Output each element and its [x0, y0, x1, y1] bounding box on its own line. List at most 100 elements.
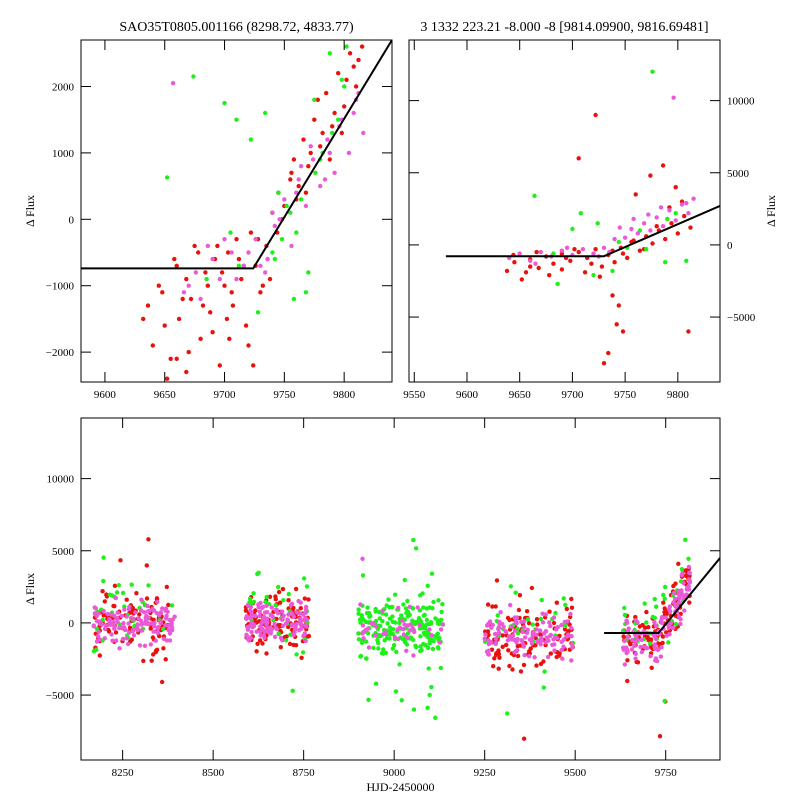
green-data-point: [359, 640, 365, 645]
red-data-point: [236, 256, 242, 262]
magenta-data-point: [251, 622, 257, 627]
magenta-data-point: [671, 590, 677, 596]
y-tick-label: −5000: [46, 690, 75, 702]
magenta-data-point: [486, 641, 492, 647]
red-data-point: [215, 243, 220, 249]
magenta-data-point: [404, 648, 409, 653]
green-data-point: [562, 623, 568, 629]
magenta-data-point: [258, 263, 263, 268]
magenta-data-point: [559, 622, 564, 628]
red-data-point: [111, 603, 116, 609]
green-data-point: [422, 632, 427, 637]
magenta-data-point: [601, 245, 607, 250]
green-data-point: [563, 602, 568, 608]
green-data-point: [666, 640, 671, 645]
magenta-data-point: [506, 634, 512, 639]
red-data-point: [648, 173, 653, 178]
magenta-data-point: [304, 617, 309, 622]
red-data-point: [248, 230, 254, 235]
magenta-series: [91, 556, 693, 667]
red-data-point: [188, 296, 194, 302]
red-data-point: [289, 170, 294, 175]
red-data-point: [157, 633, 162, 639]
green-data-point: [164, 175, 170, 180]
magenta-data-point: [114, 638, 119, 643]
red-data-point: [101, 613, 106, 618]
red-data-point: [547, 609, 552, 614]
red-data-point: [534, 663, 539, 668]
y-tick-label: −5000: [727, 312, 756, 324]
red-data-point: [496, 666, 501, 671]
x-tick-label: 9750: [614, 389, 637, 401]
red-data-point: [518, 669, 524, 674]
magenta-data-point: [289, 601, 295, 607]
red-data-point: [536, 265, 541, 271]
magenta-data-point: [407, 604, 412, 609]
red-data-point: [645, 635, 650, 641]
magenta-data-point: [427, 627, 432, 632]
magenta-data-point: [155, 630, 160, 635]
red-data-point: [251, 363, 256, 368]
magenta-data-point: [554, 636, 560, 641]
magenta-data-point: [127, 630, 132, 635]
red-data-point: [657, 734, 663, 739]
green-data-point: [650, 69, 655, 74]
magenta-data-point: [635, 231, 640, 236]
green-data-point: [541, 685, 546, 690]
magenta-data-point: [358, 602, 363, 607]
red-data-point: [278, 645, 283, 650]
magenta-data-point: [318, 183, 323, 189]
magenta-data-point: [129, 615, 134, 621]
green-data-point: [382, 638, 387, 643]
red-data-point: [97, 653, 103, 658]
magenta-data-point: [642, 644, 647, 650]
magenta-data-point: [246, 638, 252, 643]
red-data-point: [616, 303, 621, 308]
magenta-data-point: [296, 628, 302, 633]
red-data-point: [661, 600, 666, 605]
bottom-panel: 8250 8500 8750 9000 9250 9500 9750 −5000 0 5000 10…: [23, 417, 721, 794]
red-data-point: [669, 221, 674, 226]
green-data-point: [283, 638, 289, 643]
x-tick-label: 9750: [273, 389, 296, 401]
magenta-data-point: [361, 130, 366, 136]
magenta-data-point: [152, 620, 157, 626]
green-data-point: [530, 622, 535, 627]
magenta-data-point: [639, 637, 644, 642]
magenta-data-point: [148, 642, 153, 647]
magenta-data-point: [407, 628, 413, 633]
red-data-point: [344, 77, 349, 83]
red-data-point: [166, 602, 171, 608]
green-data-point: [391, 643, 397, 648]
magenta-data-point: [659, 615, 665, 620]
magenta-data-point: [249, 609, 254, 615]
magenta-data-point: [277, 217, 282, 222]
magenta-data-point: [310, 157, 316, 162]
magenta-data-point: [308, 144, 313, 149]
red-data-point: [146, 537, 151, 542]
green-data-point: [263, 599, 268, 605]
magenta-data-point: [482, 636, 487, 641]
green-data-point: [422, 626, 428, 631]
red-data-point: [620, 329, 626, 334]
green-data-point: [365, 605, 370, 610]
magenta-data-point: [630, 637, 635, 643]
magenta-data-point: [144, 613, 149, 619]
green-data-point: [423, 643, 428, 648]
red-data-point: [159, 679, 165, 685]
red-data-point: [286, 598, 291, 603]
magenta-data-point: [139, 628, 145, 633]
red-data-point: [648, 637, 654, 642]
green-data-point: [390, 619, 395, 624]
red-data-point: [239, 276, 244, 282]
x-tick-label: 9550: [403, 389, 426, 401]
red-data-point: [184, 276, 189, 282]
magenta-data-point: [622, 235, 628, 240]
magenta-data-point: [259, 621, 264, 626]
red-data-point: [593, 112, 598, 118]
magenta-data-point: [138, 608, 144, 613]
magenta-data-point: [137, 643, 143, 648]
red-data-point: [205, 283, 210, 288]
x-tick-label: 9700: [214, 389, 237, 401]
green-data-point: [561, 596, 566, 601]
